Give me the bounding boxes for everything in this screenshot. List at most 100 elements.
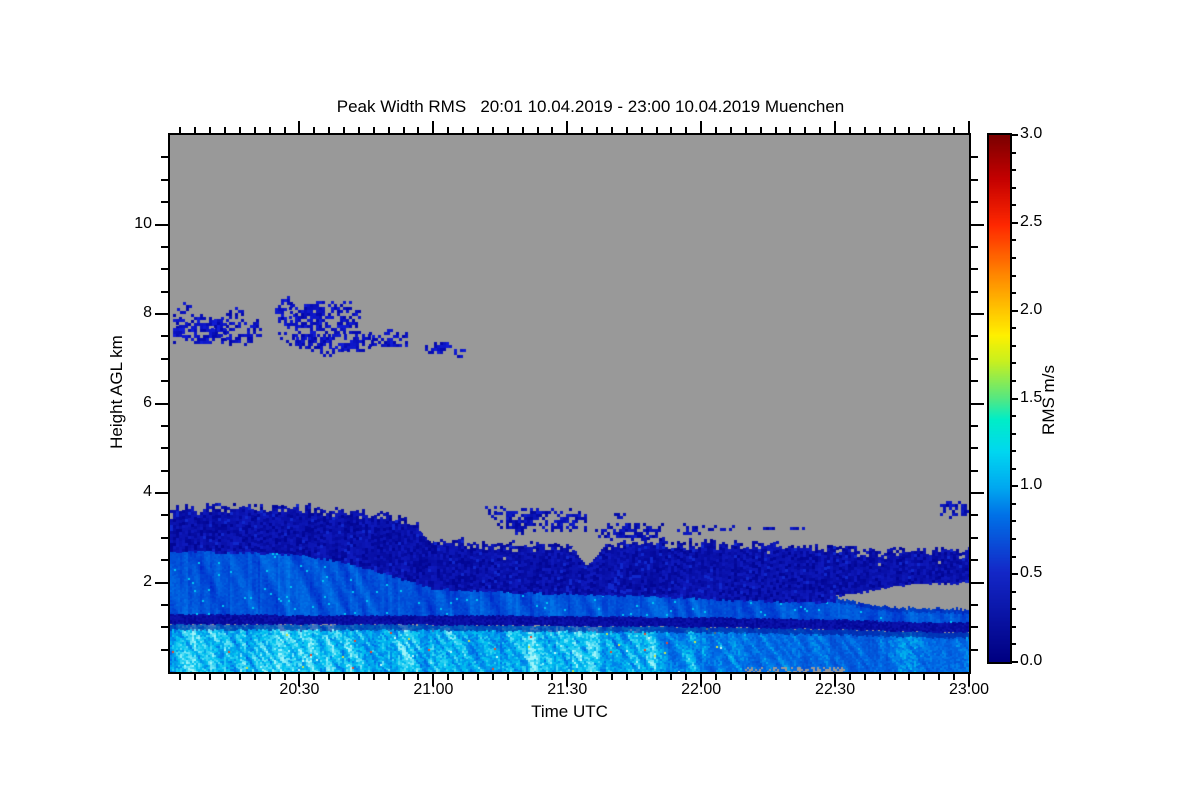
x-axis-minor-tick [402,127,405,133]
x-axis-minor-tick [938,674,941,680]
y-axis-minor-tick [161,603,168,606]
x-axis-minor-tick [938,127,941,133]
x-axis-major-tick [834,674,837,686]
x-axis-tick-label: 23:00 [948,681,990,698]
x-axis-minor-tick [476,674,479,680]
colorbar-minor-tick [1012,327,1016,330]
x-axis-tick-label: 21:00 [413,681,454,698]
colorbar-major-tick [1012,573,1018,576]
x-axis-minor-tick [328,674,331,680]
x-axis-major-tick [432,121,435,133]
colorbar-minor-tick [1012,379,1016,382]
x-axis-minor-tick [447,674,450,680]
x-axis-minor-tick [759,127,762,133]
x-axis-minor-tick [715,674,718,680]
plot-area [168,133,971,674]
x-axis-minor-tick [283,127,286,133]
colorbar-minor-tick [1012,625,1016,628]
x-axis-minor-tick [789,674,792,680]
y-axis-minor-tick [971,648,978,651]
x-axis-major-tick [968,121,970,133]
colorbar-minor-tick [1012,344,1016,347]
y-axis-minor-tick [161,559,168,562]
x-axis-minor-tick [729,674,732,680]
x-axis-minor-tick [640,127,643,133]
x-axis-minor-tick [506,674,509,680]
x-axis-minor-tick [655,127,658,133]
x-axis-minor-tick [923,127,926,133]
colorbar-minor-tick [1012,643,1016,646]
y-axis-minor-tick [971,603,978,606]
x-axis-minor-tick [581,674,584,680]
y-axis-major-tick [155,223,168,226]
x-axis-minor-tick [253,674,256,680]
y-axis-major-tick [971,313,984,315]
x-axis-minor-tick [372,127,375,133]
x-axis-major-tick [700,121,703,133]
y-axis-minor-tick [161,380,168,383]
x-axis-major-tick [700,674,703,686]
y-axis-minor-tick [971,357,978,360]
colorbar-minor-tick [1012,467,1016,470]
y-axis-major-tick [971,223,984,226]
x-axis-minor-tick [268,674,271,680]
x-axis-minor-tick [953,674,956,680]
heatmap-canvas [170,135,969,672]
x-axis-minor-tick [194,127,197,133]
colorbar-minor-tick [1012,169,1016,172]
x-axis-minor-tick [491,127,494,133]
colorbar-tick-label: 2.5 [1020,212,1043,230]
colorbar-minor-tick [1012,555,1016,558]
y-axis-major-tick [155,402,168,405]
y-axis-major-tick [971,581,984,584]
x-axis-minor-tick [610,127,613,133]
y-axis-tick-label: 2 [143,572,152,590]
y-axis-minor-tick [161,514,168,517]
x-axis-minor-tick [387,127,390,133]
x-axis-minor-tick [402,674,405,680]
y-axis-minor-tick [161,424,168,427]
y-axis-minor-tick [161,178,168,181]
x-axis-minor-tick [819,127,822,133]
x-axis-major-tick [298,674,301,686]
colorbar [987,133,1012,664]
x-axis-minor-tick [908,127,911,133]
y-axis-minor-tick [971,626,978,629]
y-axis-minor-tick [971,514,978,517]
y-axis-tick-label: 4 [143,483,152,500]
x-axis-major-tick [298,121,301,133]
x-axis-minor-tick [224,127,227,133]
x-axis-tick-label: 21:30 [547,681,588,698]
colorbar-minor-tick [1012,239,1016,242]
x-axis-minor-tick [908,674,911,680]
y-axis-minor-tick [971,335,978,338]
x-axis-minor-tick [506,127,509,133]
y-axis-minor-tick [161,469,168,472]
x-axis-minor-tick [328,127,331,133]
x-axis-minor-tick [238,127,241,133]
y-axis-major-tick [971,492,984,494]
x-axis-minor-tick [357,674,360,680]
x-axis-minor-tick [521,127,524,133]
x-axis-minor-tick [715,127,718,133]
x-axis-minor-tick [893,674,896,680]
x-axis-minor-tick [789,127,792,133]
y-axis-minor-tick [971,290,978,293]
colorbar-tick-label: 0.5 [1020,564,1043,582]
x-axis-minor-tick [521,674,524,680]
y-axis-major-tick [971,402,984,405]
y-axis-minor-tick [161,290,168,293]
y-axis-tick-label: 10 [134,214,152,232]
colorbar-major-tick [1012,134,1018,136]
chart-title: Peak Width RMS 20:01 10.04.2019 - 23:00 … [336,97,845,116]
x-axis-minor-tick [625,674,628,680]
x-axis-minor-tick [670,127,673,133]
x-axis-minor-tick [283,674,286,680]
colorbar-minor-tick [1012,432,1016,435]
x-axis-minor-tick [551,674,554,680]
colorbar-minor-tick [1012,538,1016,541]
colorbar-tick-label: 0.0 [1020,652,1043,669]
colorbar-major-tick [1012,485,1018,488]
x-axis-minor-tick [670,674,673,680]
